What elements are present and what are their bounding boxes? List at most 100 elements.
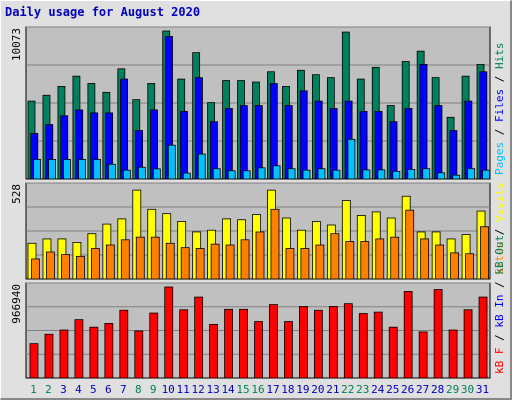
x-tick-label: 2: [45, 383, 52, 396]
x-tick-label: 29: [446, 383, 459, 396]
x-tick-label: 28: [431, 383, 444, 396]
bar-kb-f: [119, 309, 129, 379]
x-tick-label: 7: [120, 383, 127, 396]
bar-kb-f: [134, 330, 144, 379]
bar-files: [449, 130, 458, 180]
bar-pages: [482, 169, 491, 180]
panel-0-max-label: 10073: [10, 28, 23, 61]
panel-2-max-label: 966940: [10, 284, 23, 324]
bar-files: [299, 90, 308, 180]
panel-0-legend: Pages / Files / Hits: [493, 43, 506, 176]
legend-entry: Files: [493, 89, 506, 122]
bar-pages: [63, 159, 71, 180]
x-tick-label: 27: [416, 383, 429, 396]
bar-kb-f: [179, 309, 189, 379]
bar-pages: [227, 170, 236, 180]
bar-pages: [362, 169, 371, 180]
bar-pages: [123, 169, 131, 180]
bar-files: [284, 105, 293, 180]
bar-kb-f: [29, 343, 39, 379]
x-tick-label: 3: [60, 383, 67, 396]
bar-sites: [450, 252, 459, 280]
bar-pages: [48, 159, 56, 180]
x-tick-label: 17: [266, 383, 279, 396]
bar-pages: [182, 172, 191, 180]
panel-2-legend: kB F / kB In / kB Out: [493, 235, 506, 374]
bar-files: [389, 121, 398, 180]
x-tick-label: 25: [386, 383, 399, 396]
x-tick-label: 4: [75, 383, 82, 396]
legend-entry: /: [493, 222, 506, 242]
bar-kb-f: [328, 306, 338, 379]
bar-pages: [212, 168, 221, 180]
x-tick-label: 5: [90, 383, 97, 396]
bar-sites: [150, 236, 160, 280]
x-tick-label: 6: [105, 383, 112, 396]
x-tick-label: 8: [135, 383, 142, 396]
bar-kb-f: [388, 326, 398, 379]
bar-kb-f: [284, 321, 293, 379]
bar-pages: [467, 168, 476, 180]
bar-sites: [480, 226, 489, 280]
x-tick-label: 18: [281, 383, 294, 396]
legend-entry: /: [493, 275, 506, 295]
legend-entry: kB In: [493, 295, 506, 328]
bar-kb-f: [269, 304, 278, 379]
bar-sites: [285, 248, 295, 280]
x-tick-label: 23: [356, 383, 369, 396]
bar-kb-f: [358, 313, 368, 379]
bar-kb-f: [343, 303, 353, 379]
bar-kb-f: [74, 319, 84, 379]
bar-files: [464, 100, 473, 180]
legend-entry: Hits: [493, 43, 506, 70]
bar-kb-f: [463, 309, 473, 379]
bar-files: [180, 111, 188, 180]
bar-sites: [390, 236, 400, 280]
bar-sites: [345, 241, 355, 280]
bar-kb-f: [149, 312, 159, 379]
bar-kb-f: [104, 323, 114, 379]
x-tick-label: 22: [341, 383, 354, 396]
legend-entry: Visits: [493, 182, 506, 222]
bar-files: [479, 71, 488, 180]
bar-sites: [76, 255, 85, 280]
bar-sites: [210, 243, 220, 280]
bar-sites: [225, 244, 235, 280]
bar-pages: [197, 153, 206, 180]
x-tick-label: 11: [177, 383, 190, 396]
bar-pages: [347, 138, 356, 180]
bar-pages: [377, 169, 386, 180]
bar-sites: [315, 244, 325, 280]
bar-kb-f: [59, 329, 69, 379]
bar-files: [314, 100, 323, 180]
bar-sites: [165, 242, 175, 280]
bar-pages: [287, 168, 296, 180]
bar-kb-f: [299, 306, 308, 379]
x-tick-label: 16: [251, 383, 264, 396]
x-tick-label: 14: [221, 383, 235, 396]
bar-kb-f: [254, 321, 263, 379]
bar-kb-f: [224, 308, 233, 379]
bar-sites: [195, 248, 205, 280]
bar-pages: [317, 168, 326, 180]
x-tick-label: 9: [150, 383, 157, 396]
legend-entry: /: [493, 328, 506, 348]
bar-pages: [392, 170, 401, 180]
bar-files: [120, 78, 129, 180]
bar-files: [269, 83, 278, 180]
bar-pages: [242, 170, 251, 180]
bar-kb-f: [448, 329, 458, 379]
bar-kb-f: [194, 296, 204, 379]
bar-sites: [255, 231, 265, 280]
legend-entry: Sites: [493, 242, 506, 275]
bar-kb-f: [313, 309, 323, 379]
chart-title: Daily usage for August 2020: [5, 5, 201, 19]
bar-sites: [375, 238, 385, 280]
legend-entry: Pages: [493, 142, 506, 175]
bar-pages: [167, 144, 176, 180]
bar-files: [404, 108, 413, 180]
bar-kb-f: [164, 286, 174, 379]
bar-sites: [61, 254, 70, 280]
